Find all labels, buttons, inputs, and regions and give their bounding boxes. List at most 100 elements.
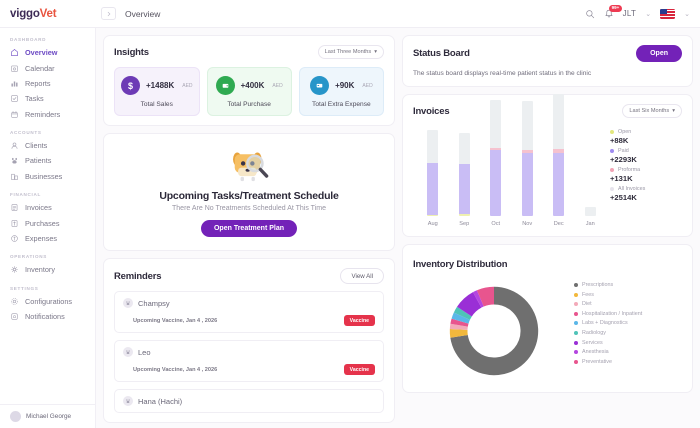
legend-item[interactable]: Services — [574, 340, 682, 346]
invoices-range-label: Last Six Months — [629, 108, 670, 114]
legend-item[interactable]: Anesthesia — [574, 349, 682, 355]
bar-column[interactable]: Oct — [489, 100, 503, 227]
legend-label: Fees — [582, 291, 594, 298]
open-treatment-plan-button[interactable]: Open Treatment Plan — [200, 220, 298, 237]
bar-column[interactable]: Jan — [583, 207, 597, 227]
dog-magnifier-illustration — [227, 145, 271, 187]
donut-slice[interactable] — [476, 286, 494, 307]
sidebar-item-purchases[interactable]: Purchases — [0, 215, 95, 230]
legend-item[interactable]: Fees — [574, 292, 682, 298]
insight-card-total-purchase[interactable]: +400K AED Total Purchase — [206, 67, 292, 116]
chevron-down-icon-org[interactable]: ⌄ — [645, 10, 652, 18]
legend-item[interactable]: Paid +2293K — [610, 148, 682, 164]
insights-card: Insights Last Three Months ▾ $ +1488K AED — [103, 35, 395, 126]
insight-value-row: +90K AED — [310, 76, 373, 95]
reminder-patient-name: Champsy — [138, 298, 170, 308]
reminder-item[interactable]: Leo Upcoming Vaccine, Jan 4 , 2026 Vacci… — [114, 340, 384, 382]
sidebar-user-profile[interactable]: Michael George — [0, 404, 95, 428]
bar-segment-remaining — [427, 130, 439, 163]
bar-segment-proforma — [553, 149, 565, 153]
sidebar-item-clients[interactable]: Clients — [0, 138, 95, 153]
sidebar-item-invoices[interactable]: Invoices — [0, 200, 95, 215]
sidebar-group-label: FINANCIAL — [10, 192, 42, 197]
sidebar-item-calendar[interactable]: Calendar — [0, 60, 95, 75]
legend-label: Proforma — [618, 167, 641, 173]
legend-item[interactable]: Proforma +131K — [610, 167, 682, 183]
search-icon[interactable] — [585, 9, 595, 19]
legend-value: +131K — [610, 174, 633, 183]
donut-slice[interactable] — [472, 290, 484, 308]
insights-range-label: Last Three Months — [324, 49, 372, 55]
donut-slice[interactable] — [449, 286, 538, 376]
legend-item[interactable]: All Invoices +2514K — [610, 186, 682, 202]
sidebar-item-reminders[interactable]: Reminders — [0, 107, 95, 122]
bar-column[interactable]: Nov — [520, 101, 534, 227]
donut-slice[interactable] — [453, 306, 472, 321]
open-status-board-button[interactable]: Open — [636, 45, 682, 62]
sidebar-group-accounts: ACCOUNTS Clients Patients Businesses — [0, 130, 95, 184]
app-logo[interactable]: viggoVet — [0, 8, 96, 20]
legend-item[interactable]: Hospitalization / Inpatient — [574, 311, 682, 317]
sidebar-group-label: ACCOUNTS — [10, 129, 42, 135]
reminder-item[interactable]: Champsy Upcoming Vaccine, Jan 4 , 2026 V… — [114, 291, 384, 333]
reminder-head: Champsy — [123, 298, 375, 308]
insight-card-total-extra-expense[interactable]: +90K AED Total Extra Expense — [298, 67, 384, 116]
invoices-legend: Open +88K Paid +2293K Proforma +131K All Invoi… — [610, 127, 682, 227]
left-column: Insights Last Three Months ▾ $ +1488K AED — [103, 35, 395, 428]
insight-value-row: $ +1488K AED — [121, 76, 193, 95]
donut-slice[interactable] — [456, 292, 482, 317]
chevron-down-icon-lang[interactable]: ⌄ — [684, 10, 690, 18]
insight-card-total-sales[interactable]: $ +1488K AED Total Sales — [114, 67, 200, 116]
sidebar-item-expenses[interactable]: Expenses — [0, 231, 95, 246]
bar-column[interactable]: Dec — [552, 94, 566, 227]
invoices-range-select[interactable]: Last Six Months ▾ — [622, 104, 682, 118]
sidebar-item-tasks[interactable]: Tasks — [0, 91, 95, 106]
chevron-right-icon[interactable] — [101, 7, 116, 20]
reminder-head: Hana (Hachi) — [123, 396, 375, 406]
sidebar-item-overview[interactable]: Overview — [0, 45, 95, 60]
reminder-item[interactable]: Hana (Hachi) — [114, 389, 384, 413]
bar-column[interactable]: Aug — [426, 130, 440, 227]
upcoming-tasks-card: Upcoming Tasks/Treatment Schedule There … — [103, 133, 395, 251]
legend-label: Diet — [582, 301, 592, 308]
upcoming-tasks-subtitle: There Are No Treatments Scheduled At Thi… — [172, 205, 326, 212]
legend-label: Paid — [618, 148, 629, 154]
bar-column[interactable]: Sep — [457, 133, 471, 227]
insights-title: Insights — [114, 46, 149, 58]
sidebar-group-operations: OPERATIONS Inventory — [0, 254, 95, 277]
sidebar-group-label: OPERATIONS — [10, 254, 48, 260]
legend-item[interactable]: Labs + Diagnostics — [574, 320, 682, 326]
legend-label: Prescriptions — [582, 282, 614, 288]
sidebar-item-businesses[interactable]: Businesses — [0, 169, 95, 184]
sidebar-item-inventory[interactable]: Inventory — [0, 262, 95, 277]
insights-range-select[interactable]: Last Three Months ▾ — [317, 45, 384, 59]
legend-item[interactable]: Preventative — [574, 359, 682, 365]
invoices-card: Invoices Last Six Months ▾ Aug Sep Oct Nov D… — [402, 94, 693, 237]
donut-slice[interactable] — [449, 318, 469, 327]
sidebar-item-patients[interactable]: Patients — [0, 153, 95, 168]
status-board-card: Status Board Open The status board displ… — [402, 35, 693, 87]
org-selector[interactable]: JLT — [622, 9, 637, 18]
legend-item[interactable]: Diet — [574, 301, 682, 307]
sidebar-item-label: Patients — [25, 156, 52, 166]
us-flag-icon[interactable] — [660, 8, 676, 19]
legend-item[interactable]: Radiology — [574, 330, 682, 336]
sidebar-item-configurations[interactable]: Configurations — [0, 294, 95, 309]
view-all-button[interactable]: View All — [340, 268, 384, 284]
bar — [427, 130, 439, 216]
sidebar-item-label: Invoices — [25, 203, 52, 213]
sidebar-item-reports[interactable]: Reports — [0, 76, 95, 91]
notifications-button[interactable]: 99+ — [604, 4, 623, 19]
bar-segment-remaining — [490, 100, 502, 148]
legend-item[interactable]: Prescriptions — [574, 282, 682, 288]
reminder-body: Upcoming Vaccine, Jan 4 , 2026 Vaccine — [123, 315, 375, 326]
legend-dot — [574, 283, 578, 287]
legend-item[interactable]: Open +88K — [610, 129, 682, 145]
donut-slice[interactable] — [451, 312, 470, 324]
bar-segment-open — [458, 214, 470, 216]
bar-label: Aug — [427, 221, 438, 227]
insights-cards: $ +1488K AED Total Sales +400K AED — [114, 67, 384, 116]
upcoming-tasks-title: Upcoming Tasks/Treatment Schedule — [159, 190, 339, 202]
sidebar-item-notifications[interactable]: Notifications — [0, 309, 95, 324]
breadcrumb: Overview — [96, 7, 585, 20]
